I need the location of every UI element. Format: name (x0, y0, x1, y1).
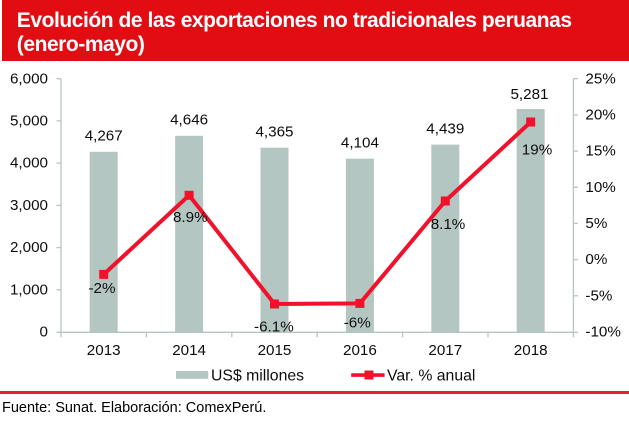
svg-text:4,000: 4,000 (10, 155, 48, 172)
svg-text:4,104: 4,104 (341, 135, 379, 152)
svg-text:4,439: 4,439 (426, 121, 464, 138)
svg-text:25%: 25% (585, 70, 615, 87)
svg-text:6,000: 6,000 (10, 70, 48, 87)
svg-text:US$ millones: US$ millones (211, 368, 304, 385)
svg-text:-10%: -10% (585, 324, 620, 341)
svg-text:3,000: 3,000 (10, 197, 48, 214)
svg-text:4,365: 4,365 (255, 124, 293, 141)
svg-text:19%: 19% (522, 142, 552, 159)
svg-text:4,646: 4,646 (170, 112, 208, 129)
svg-text:2014: 2014 (172, 342, 206, 359)
svg-text:0%: 0% (585, 251, 607, 268)
svg-text:-6.1%: -6.1% (254, 318, 294, 335)
svg-text:20%: 20% (585, 107, 615, 124)
svg-text:8.1%: 8.1% (431, 216, 466, 233)
svg-text:5,000: 5,000 (10, 113, 48, 130)
svg-text:5,281: 5,281 (510, 86, 548, 103)
svg-text:-2%: -2% (88, 280, 115, 297)
svg-text:0: 0 (40, 324, 48, 341)
svg-text:-5%: -5% (585, 287, 612, 304)
svg-text:10%: 10% (585, 179, 615, 196)
svg-text:Var. % anual: Var. % anual (387, 368, 475, 385)
svg-text:15%: 15% (585, 143, 615, 160)
svg-text:2,000: 2,000 (10, 239, 48, 256)
svg-text:1,000: 1,000 (10, 281, 48, 298)
svg-text:2018: 2018 (514, 342, 548, 359)
svg-text:5%: 5% (585, 215, 607, 232)
svg-text:2017: 2017 (428, 342, 462, 359)
svg-text:2013: 2013 (87, 342, 121, 359)
svg-text:2016: 2016 (343, 342, 377, 359)
svg-text:-6%: -6% (344, 314, 371, 331)
svg-text:2015: 2015 (258, 342, 292, 359)
svg-text:4,267: 4,267 (85, 128, 123, 145)
svg-text:8.9%: 8.9% (173, 209, 208, 226)
